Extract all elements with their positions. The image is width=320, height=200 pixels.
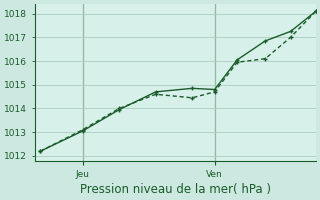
X-axis label: Pression niveau de la mer( hPa ): Pression niveau de la mer( hPa )	[80, 183, 271, 196]
